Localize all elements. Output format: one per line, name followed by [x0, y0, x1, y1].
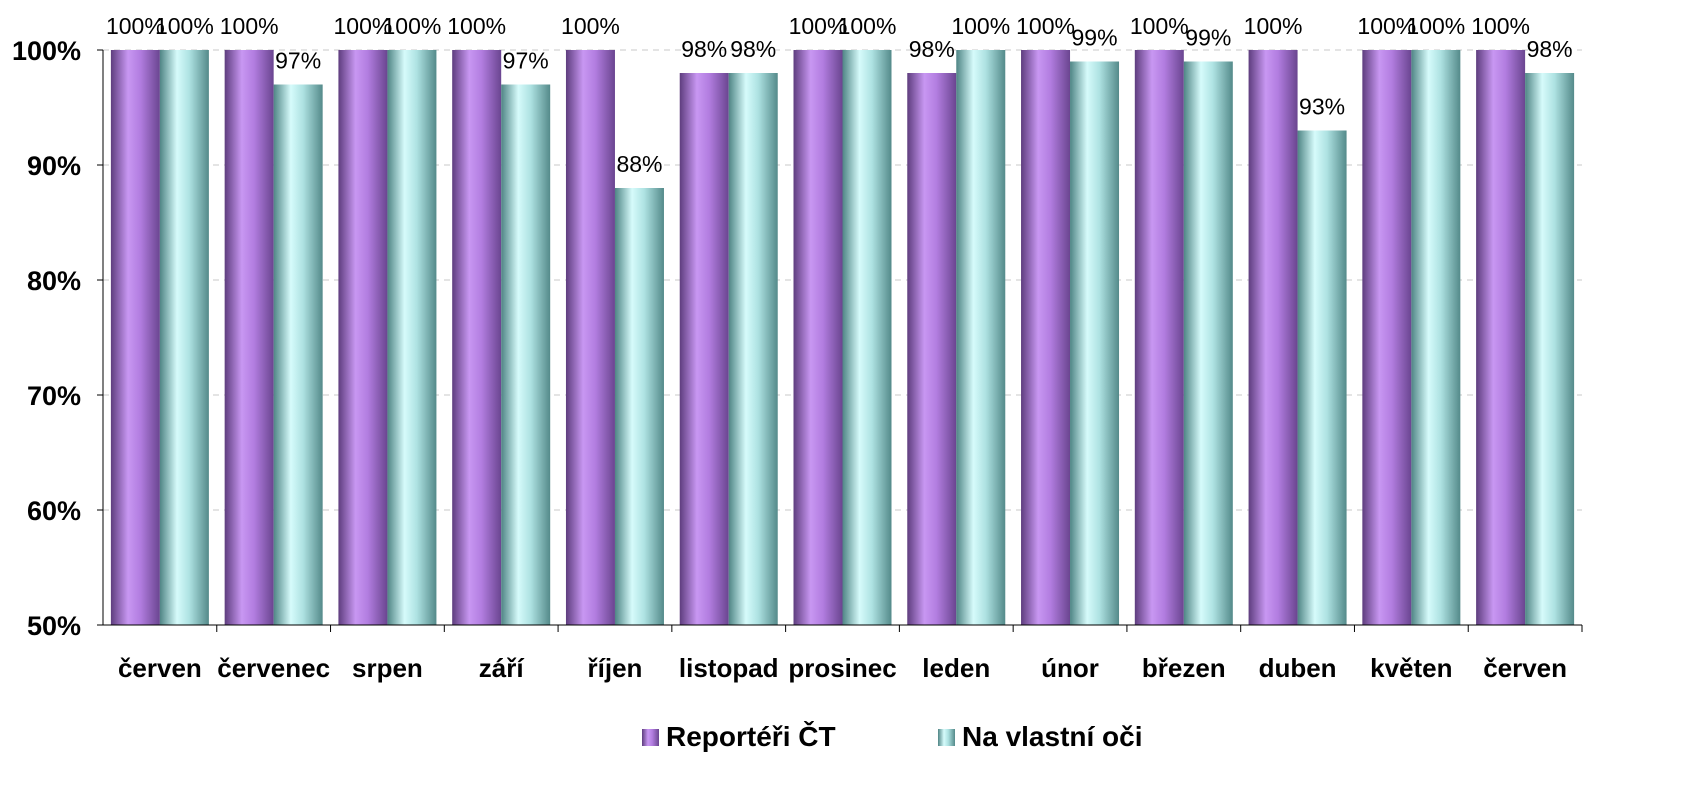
- x-tick-label: listopad: [679, 653, 779, 683]
- bar-reporteri-ct: [565, 50, 615, 625]
- data-label: 98%: [681, 36, 727, 62]
- x-tick-label: červen: [1483, 653, 1567, 683]
- y-tick-label: 60%: [27, 496, 81, 526]
- x-tick-label: září: [479, 653, 525, 683]
- data-label: 100%: [106, 13, 165, 39]
- y-axis-ticks: 50% 60% 70% 80% 90% 100%: [12, 36, 81, 641]
- data-label: 100%: [1130, 13, 1189, 39]
- bar-reporteri-ct: [452, 50, 502, 625]
- bar-na-vlastni-oci: [273, 84, 323, 625]
- legend-swatch: [938, 729, 955, 746]
- data-label: 100%: [951, 13, 1010, 39]
- x-tick-label: duben: [1259, 653, 1337, 683]
- bar-na-vlastni-oci: [728, 73, 778, 625]
- legend-item: Reportéři ČT: [642, 720, 836, 752]
- data-label: 88%: [616, 151, 662, 177]
- bars: [110, 50, 1575, 625]
- bar-na-vlastni-oci: [1525, 73, 1575, 625]
- x-tick-label: únor: [1041, 653, 1099, 683]
- x-tick-label: prosinec: [788, 653, 896, 683]
- x-tick-label: říjen: [588, 653, 643, 683]
- bar-reporteri-ct: [1362, 50, 1412, 625]
- bar-na-vlastni-oci: [1070, 61, 1120, 625]
- y-tick-label: 80%: [27, 266, 81, 296]
- y-tick-label: 90%: [27, 151, 81, 181]
- x-tick-label: leden: [922, 653, 990, 683]
- data-label: 100%: [1244, 13, 1303, 39]
- data-label: 100%: [1471, 13, 1530, 39]
- data-label: 100%: [789, 13, 848, 39]
- data-labels: 100%100% 100%97%100%100% 100%97%100%88%98%…: [106, 13, 1573, 177]
- data-label: 100%: [561, 13, 620, 39]
- bar-na-vlastni-oci: [501, 84, 551, 625]
- bar-reporteri-ct: [793, 50, 843, 625]
- data-label: 100%: [334, 13, 393, 39]
- bar-na-vlastni-oci: [614, 188, 664, 625]
- legend-swatch: [642, 729, 659, 746]
- bar-na-vlastni-oci: [956, 50, 1006, 625]
- x-tick-label: srpen: [352, 653, 423, 683]
- bar-reporteri-ct: [338, 50, 388, 625]
- data-label: 93%: [1299, 94, 1345, 120]
- data-label: 97%: [275, 48, 321, 74]
- data-label: 97%: [503, 48, 549, 74]
- data-label: 98%: [730, 36, 776, 62]
- bar-reporteri-ct: [1021, 50, 1071, 625]
- x-tick-label: červen: [118, 653, 202, 683]
- data-label: 99%: [1185, 25, 1231, 51]
- data-label: 98%: [909, 36, 955, 62]
- data-label: 100%: [383, 13, 442, 39]
- x-tick-label: květen: [1370, 653, 1452, 683]
- axes: [97, 49, 1583, 632]
- data-label: 98%: [1527, 36, 1573, 62]
- data-label: 100%: [220, 13, 279, 39]
- bar-reporteri-ct: [224, 50, 274, 625]
- data-label: 100%: [155, 13, 214, 39]
- bar-na-vlastni-oci: [842, 50, 892, 625]
- data-label: 100%: [838, 13, 897, 39]
- data-label: 100%: [447, 13, 506, 39]
- bar-reporteri-ct: [679, 73, 729, 625]
- data-label: 100%: [1357, 13, 1416, 39]
- data-label: 99%: [1072, 25, 1118, 51]
- bar-na-vlastni-oci: [1297, 130, 1347, 625]
- bar-na-vlastni-oci: [1183, 61, 1233, 625]
- legend-item: Na vlastní oči: [938, 721, 1143, 752]
- bar-reporteri-ct: [110, 50, 160, 625]
- legend-label: Na vlastní oči: [962, 721, 1143, 752]
- bar-reporteri-ct: [1134, 50, 1184, 625]
- bar-na-vlastni-oci: [1411, 50, 1461, 625]
- y-tick-label: 70%: [27, 381, 81, 411]
- y-tick-label: 100%: [12, 36, 81, 66]
- legend-label: Reportéři ČT: [666, 720, 836, 752]
- y-tick-label: 50%: [27, 611, 81, 641]
- legend: Reportéři ČT Na vlastní oči: [642, 720, 1143, 752]
- bar-reporteri-ct: [1248, 50, 1298, 625]
- data-label: 100%: [1406, 13, 1465, 39]
- bar-reporteri-ct: [907, 73, 957, 625]
- x-tick-label: březen: [1142, 653, 1226, 683]
- data-label: 100%: [1016, 13, 1075, 39]
- bar-na-vlastni-oci: [159, 50, 209, 625]
- bar-na-vlastni-oci: [387, 50, 437, 625]
- bar-reporteri-ct: [1476, 50, 1526, 625]
- x-tick-label: červenec: [217, 653, 330, 683]
- x-axis-ticks: červen červenec srpen září říjen listopad pros…: [118, 653, 1567, 683]
